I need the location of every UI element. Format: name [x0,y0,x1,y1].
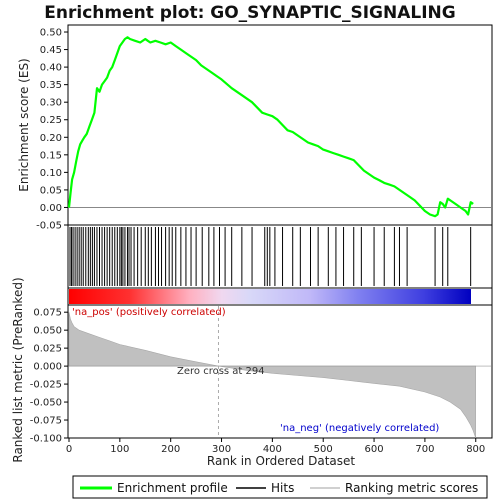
es-y-axis-title: Enrichment score (ES) [17,58,31,191]
es-y-tick-label: 0.20 [40,133,62,144]
es-y-tick-label: 0.10 [40,168,62,179]
es-y-tick-label: 0.30 [40,98,62,109]
legend-ranking-label: Ranking metric scores [345,481,478,495]
rank-metric-y-tick-label: 0.075 [33,308,62,319]
pos-label: 'na_pos' (positively correlated) [72,307,226,318]
x-tick-label: 700 [415,444,434,455]
enrichment-profile-line [67,36,474,218]
es-y-axis: 0.50 0.45 0.40 0.35 0.30 0.25 0.20 0.15 0.10 0.05… [36,28,68,232]
legend-hits-label: Hits [271,481,294,495]
x-axis: 0 100 200 300 400 500 600 700 800 [66,438,485,455]
x-tick-label: 200 [161,444,180,455]
rank-metric-y-tick-label: 0.000 [33,362,62,373]
rank-metric-y-axis-title: Ranked list metric (PreRanked) [11,277,25,462]
legend-enrichment-label: Enrichment profile [117,481,228,495]
es-y-tick-label: 0.40 [40,63,62,74]
rank-metric-y-tick-label: -0.075 [30,416,62,427]
rank-metric-y-tick-label: -0.025 [30,380,62,391]
x-axis-title: Rank in Ordered Dataset [207,454,355,468]
es-y-tick-label: 0.35 [40,80,62,91]
rank-metric-y-tick-label: 0.025 [33,344,62,355]
x-tick-label: 300 [212,444,231,455]
rank-metric-y-axis: 0.075 0.050 0.025 0.000 -0.025 -0.050 -0.075 -0… [30,308,68,445]
rank-colorbar [69,289,471,304]
ranking-metric-area [68,312,476,439]
neg-label: 'na_neg' (negatively correlated) [280,423,439,434]
rank-metric-y-tick-label: -0.050 [30,398,62,409]
enrichment-panel [67,24,493,226]
rank-metric-y-tick-label: -0.100 [30,434,62,445]
hits-panel [67,224,493,289]
es-y-tick-label: 0.45 [40,45,62,56]
zero-cross-label: Zero cross at 294 [177,366,265,377]
x-tick-label: 0 [66,444,72,455]
enrichment-profile-series [67,36,474,218]
x-tick-label: 500 [314,444,333,455]
hits-series [69,227,472,286]
ranking-metric-series [68,306,491,439]
x-tick-label: 600 [365,444,384,455]
x-tick-label: 100 [110,444,129,455]
legend-box [72,475,488,499]
es-y-tick-label: 0.15 [40,150,62,161]
es-y-tick-label: 0.25 [40,115,62,126]
rank-metric-y-tick-label: 0.050 [33,326,62,337]
x-tick-label: 400 [263,444,282,455]
es-y-tick-label: 0.05 [40,185,62,196]
es-y-tick-label: -0.05 [36,221,62,232]
es-y-tick-label: 0.50 [40,28,62,39]
es-y-tick-label: 0.00 [40,203,62,214]
x-tick-label: 800 [466,444,485,455]
chart-title: Enrichment plot: GO_SYNAPTIC_SIGNALING [44,3,455,23]
